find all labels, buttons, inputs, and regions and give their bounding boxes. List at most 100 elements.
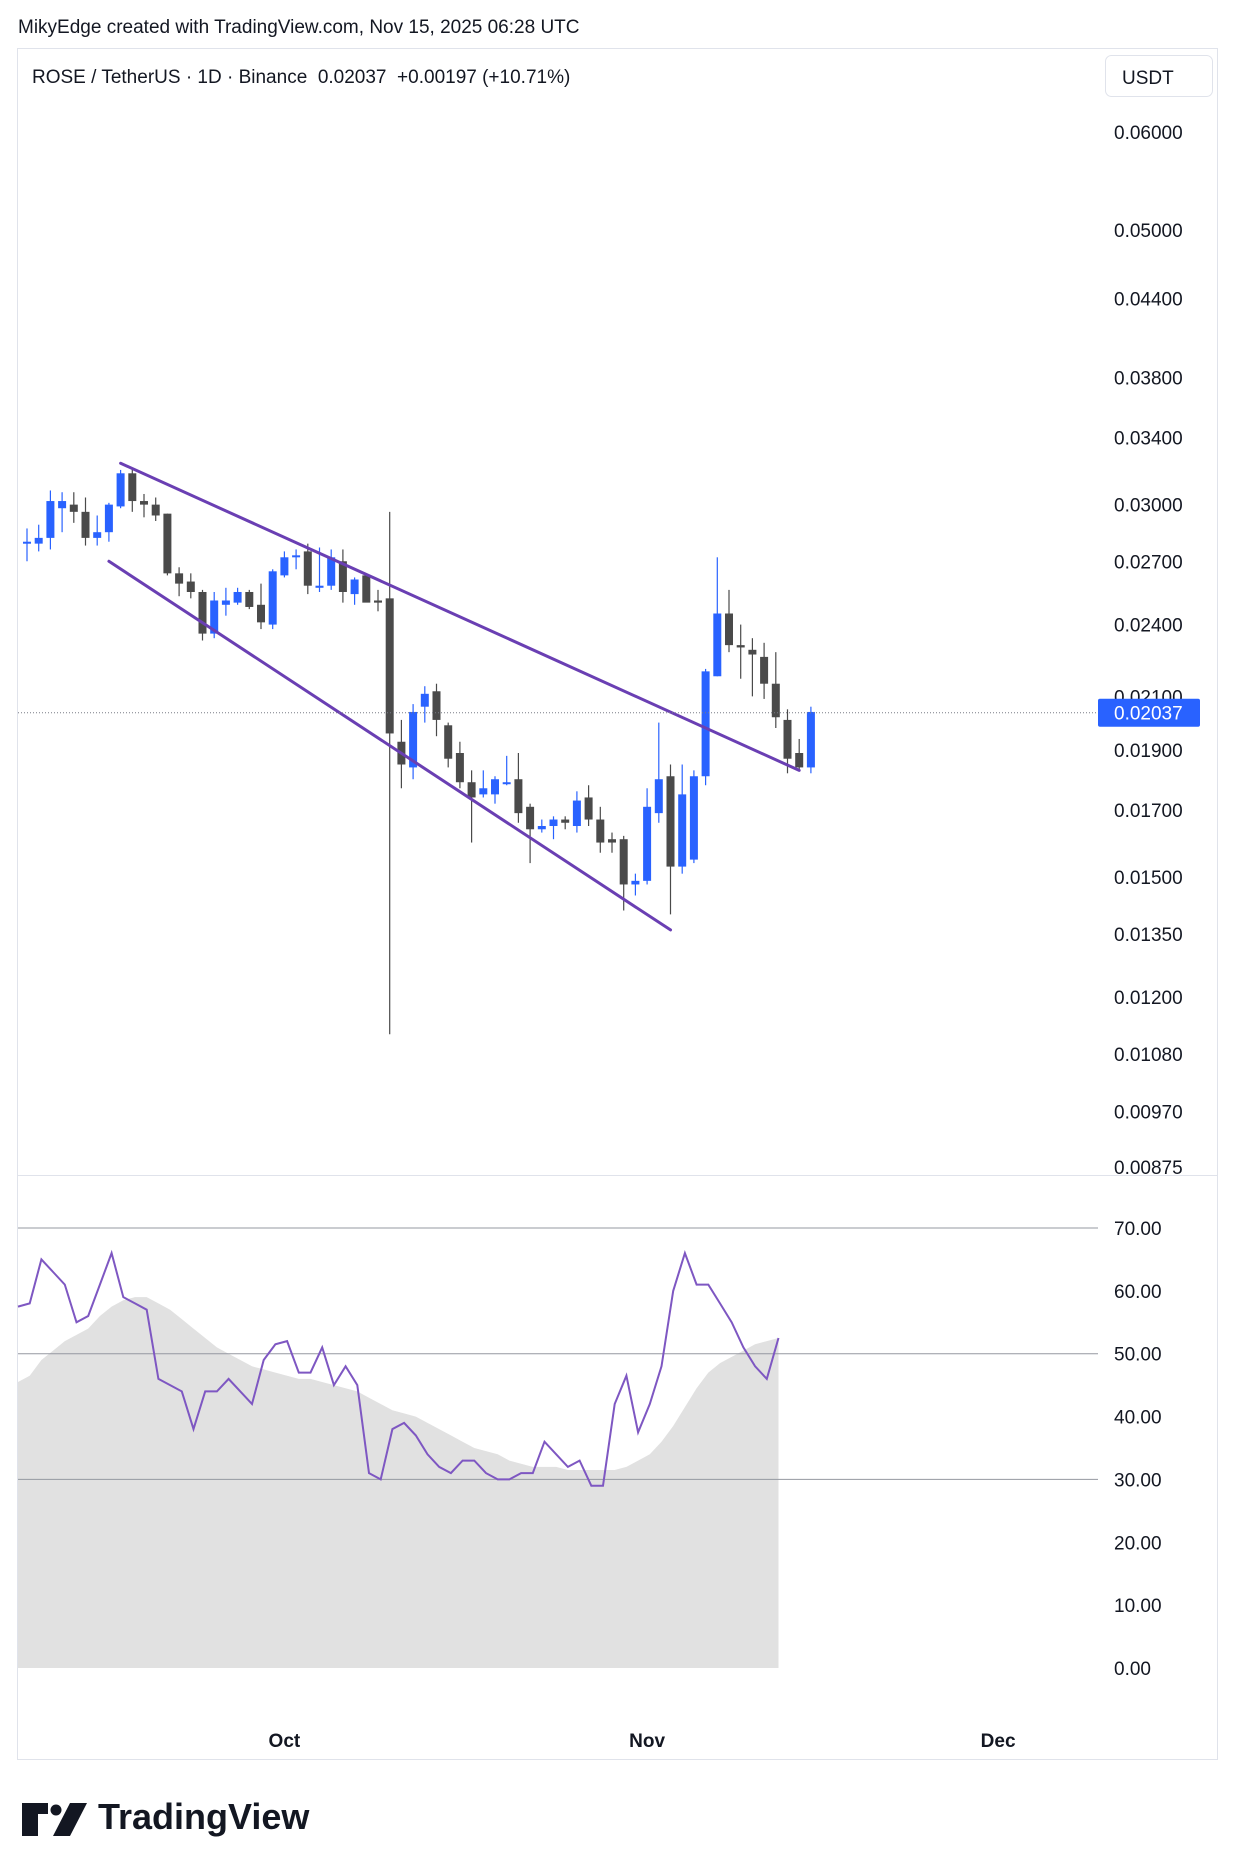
candle (58, 492, 67, 533)
candle-body (572, 800, 581, 827)
candle-body (93, 532, 102, 538)
candle (34, 524, 43, 552)
candle-body (444, 725, 453, 759)
candle (467, 770, 476, 843)
candle (689, 770, 698, 864)
time-tick-label: Dec (981, 1731, 1016, 1752)
candle-body (140, 501, 148, 505)
candle-body (69, 504, 78, 512)
candle (303, 543, 312, 595)
candle-body (455, 753, 464, 783)
candle-body (420, 693, 429, 707)
candle (760, 642, 769, 699)
candle-body (526, 806, 535, 830)
candle-body (409, 711, 418, 768)
candle-body (175, 573, 184, 584)
candle (736, 624, 745, 679)
candle-body (198, 591, 207, 634)
currency-button[interactable]: USDT (1105, 55, 1213, 97)
tradingview-logo-text[interactable]: TradingView (98, 1796, 310, 1837)
candle (245, 589, 254, 610)
price-tick-label: 0.01080 (1114, 1045, 1183, 1066)
candle (23, 528, 31, 562)
candle-body (292, 555, 301, 558)
candle-body (666, 776, 675, 867)
price-tick-label: 0.00970 (1114, 1103, 1183, 1124)
candle-body (128, 473, 137, 502)
candle-body (233, 591, 242, 603)
candle-body (104, 504, 113, 533)
price-tick-label: 0.01500 (1114, 868, 1183, 889)
candle (233, 587, 242, 605)
candle (479, 770, 488, 798)
candle-body (163, 513, 172, 574)
candle (678, 764, 687, 874)
candle (713, 557, 722, 677)
channel-upper-trendline[interactable] (119, 461, 801, 772)
candle-body (350, 579, 359, 595)
rsi-tick-label: 30.00 (1114, 1470, 1162, 1491)
candle-body (631, 880, 640, 885)
last-price-tag: 0.02037 (1098, 698, 1200, 727)
candle (186, 573, 195, 599)
rsi-ma-area (18, 1297, 779, 1668)
price-tick-label: 0.02400 (1114, 616, 1183, 637)
candle-body (315, 585, 324, 588)
price-tick-label: 0.05000 (1114, 221, 1183, 242)
candle-body (257, 604, 265, 623)
candle-body (678, 794, 687, 867)
candle (526, 803, 535, 864)
price-tick-label: 0.01200 (1114, 988, 1183, 1009)
tradingview-logo[interactable]: TradingView (22, 1796, 310, 1837)
currency-label[interactable]: USDT (1122, 68, 1174, 89)
attribution-text: MikyEdge created with TradingView.com, N… (18, 17, 580, 38)
candle (198, 589, 207, 641)
channel-lower-trendline[interactable] (107, 559, 672, 932)
price-tick-label: 0.06000 (1114, 123, 1183, 144)
candle (409, 704, 418, 780)
last-price-tag-bg (1098, 698, 1200, 727)
candle-body (537, 826, 546, 830)
candle (725, 589, 733, 653)
candle (280, 551, 289, 578)
candle-body (280, 557, 289, 576)
candle-body (245, 591, 254, 607)
candle (292, 549, 301, 570)
tradingview-logo-icon[interactable] (22, 1803, 87, 1836)
candle-body (58, 501, 67, 509)
rsi-tick-label: 70.00 (1114, 1219, 1162, 1240)
candle (327, 549, 336, 590)
chart-frame (17, 48, 1218, 1760)
candle (514, 753, 523, 823)
candle-body (432, 691, 441, 720)
candle-body (46, 501, 55, 538)
candle (666, 764, 675, 915)
candle-body (806, 711, 815, 768)
candle (315, 547, 324, 592)
candle-body (643, 806, 652, 881)
rsi-tick-label: 0.00 (1114, 1659, 1151, 1680)
candle-body (608, 839, 616, 843)
price-tick-label: 0.03000 (1114, 496, 1183, 517)
candle-body (338, 561, 347, 592)
candle-body (327, 557, 336, 586)
time-axis: Oct Nov Dec (269, 1731, 1016, 1752)
rsi-tick-label: 50.00 (1114, 1345, 1162, 1366)
candle-body (23, 541, 31, 544)
candle (643, 788, 652, 885)
price-tick-label: 0.03800 (1114, 369, 1183, 390)
candle (116, 469, 125, 509)
candle-body (654, 779, 663, 814)
price-pane (23, 461, 815, 1035)
candle-body (151, 504, 160, 516)
currency-button-box[interactable] (1105, 55, 1213, 97)
rsi-axis: 70.00 60.00 50.00 40.00 30.00 20.00 10.00 0.00 (1114, 1219, 1162, 1680)
symbol-legend[interactable]: ROSE / TetherUS · 1D · Binance 0.02037 +… (32, 67, 570, 88)
rsi-line (17, 1249, 780, 1487)
price-tick-label: 0.00875 (1114, 1158, 1183, 1179)
candle-body (210, 600, 219, 634)
price-tick-label: 0.01350 (1114, 925, 1183, 946)
candle (374, 589, 382, 612)
candle (654, 722, 663, 823)
